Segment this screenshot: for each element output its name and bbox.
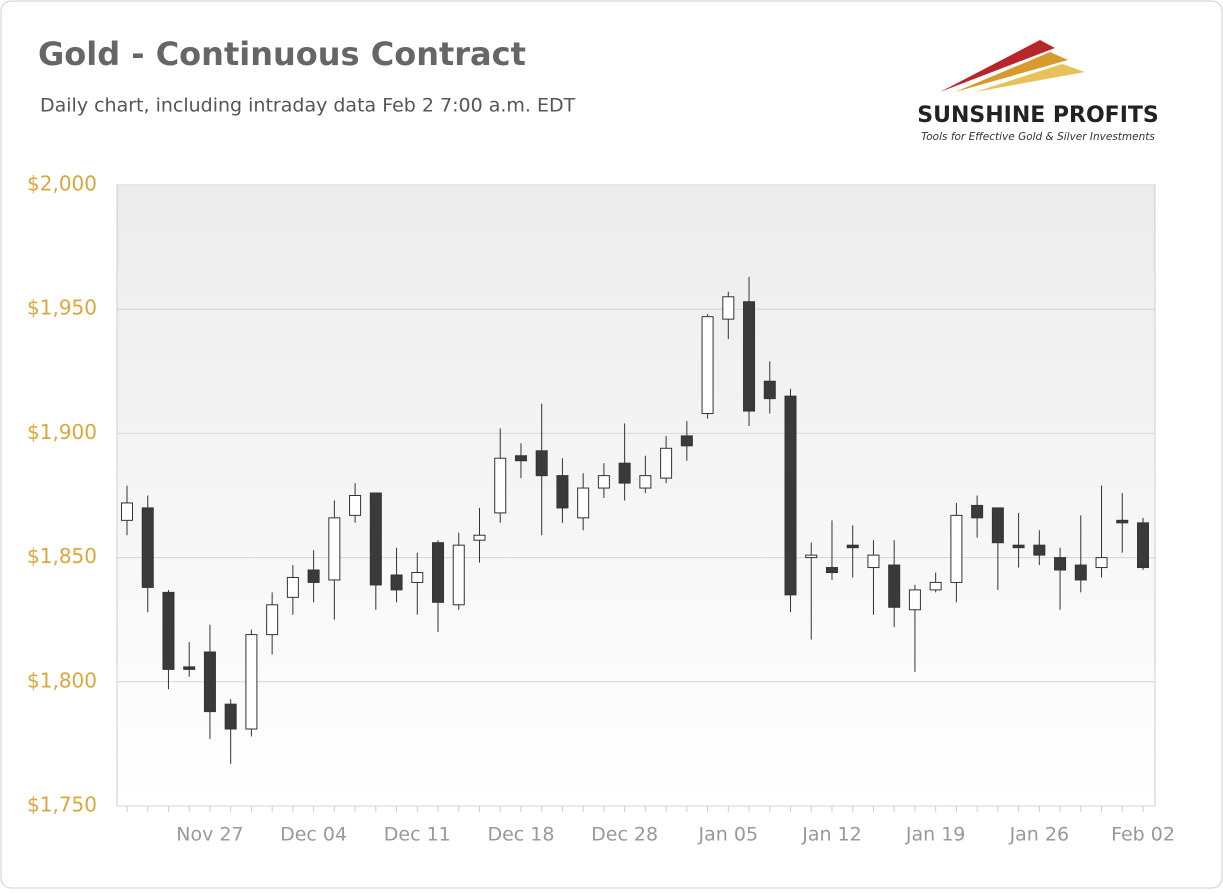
- candle-body: [1074, 564, 1087, 581]
- candle-body: [535, 450, 548, 477]
- candle-body: [825, 567, 838, 574]
- x-tick-label: Jan 26: [1009, 824, 1070, 846]
- candle-body: [950, 514, 963, 583]
- chart-title: Gold - Continuous Contract: [38, 35, 526, 73]
- plot-area: [116, 184, 1156, 807]
- candle-body: [805, 554, 818, 559]
- candle-body: [639, 475, 652, 489]
- candle-body: [1116, 519, 1129, 524]
- candle-body: [452, 544, 465, 606]
- logo: SUNSHINE PROFITS Tools for Effective Gol…: [917, 40, 1159, 143]
- candle-body: [245, 634, 258, 730]
- logo-tagline: Tools for Effective Gold & Silver Invest…: [921, 131, 1155, 143]
- y-tick-label: $1,900: [27, 420, 97, 444]
- x-tick-label: Feb 02: [1111, 824, 1175, 846]
- candle-body: [722, 296, 735, 320]
- y-tick-label: $1,950: [27, 296, 97, 320]
- candle-body: [1137, 522, 1149, 569]
- x-tick-label: Dec 11: [384, 824, 451, 846]
- candle-body: [971, 504, 984, 519]
- candle-body: [680, 435, 693, 447]
- candle-body: [224, 703, 237, 730]
- candle-body: [846, 544, 859, 549]
- candle-body: [183, 666, 196, 670]
- candle-body: [618, 462, 631, 484]
- x-tick-label: Jan 05: [698, 824, 759, 846]
- candle-body: [411, 572, 424, 583]
- candle-body: [390, 574, 403, 591]
- candle-body: [867, 554, 880, 569]
- candle-body: [266, 604, 279, 636]
- candle-body: [162, 591, 175, 670]
- candle-body: [597, 475, 610, 489]
- candle-body: [743, 301, 756, 412]
- y-tick-label: $1,850: [27, 544, 97, 568]
- candle-body: [784, 395, 797, 596]
- candle-body: [286, 576, 299, 598]
- candle-body: [473, 534, 486, 541]
- candle-body: [1033, 544, 1046, 556]
- candle-body: [514, 455, 527, 462]
- logo-swoosh: [975, 64, 1085, 92]
- candle-body: [908, 589, 921, 611]
- candle-body: [991, 507, 1004, 544]
- candle-body: [432, 542, 445, 603]
- candle-body: [929, 581, 942, 591]
- candle-body: [307, 569, 320, 583]
- candle-body: [328, 517, 341, 581]
- x-tick-label: Nov 27: [176, 824, 243, 846]
- candle-body: [888, 564, 901, 608]
- candle-body: [660, 447, 673, 479]
- candle-body: [556, 475, 569, 509]
- y-tick-label: $1,800: [27, 668, 97, 692]
- candle-body: [141, 507, 154, 588]
- y-tick-label: $1,750: [27, 793, 97, 817]
- x-tick-label: Jan 19: [905, 824, 966, 846]
- x-tick-label: Dec 04: [280, 824, 347, 846]
- candle-body: [494, 457, 507, 514]
- logo-swoosh: [940, 40, 1055, 92]
- candle-body: [203, 651, 216, 713]
- candle-body: [369, 492, 382, 586]
- candle-body: [1095, 557, 1108, 569]
- chart-subtitle: Daily chart, including intraday data Feb…: [40, 95, 576, 117]
- y-tick-label: $2,000: [27, 172, 97, 196]
- x-tick-label: Dec 28: [591, 824, 658, 846]
- x-tick-label: Dec 18: [487, 824, 554, 846]
- candle-body: [577, 487, 590, 519]
- candle-body: [763, 380, 776, 400]
- candle-body: [1054, 557, 1067, 571]
- logo-name: SUNSHINE PROFITS: [917, 103, 1159, 128]
- candle-body: [701, 316, 714, 415]
- candle-body: [1012, 544, 1025, 549]
- candle-body: [121, 502, 133, 521]
- x-tick-label: Jan 12: [801, 824, 862, 846]
- logo-swoosh: [955, 52, 1068, 92]
- candle-body: [349, 495, 362, 516]
